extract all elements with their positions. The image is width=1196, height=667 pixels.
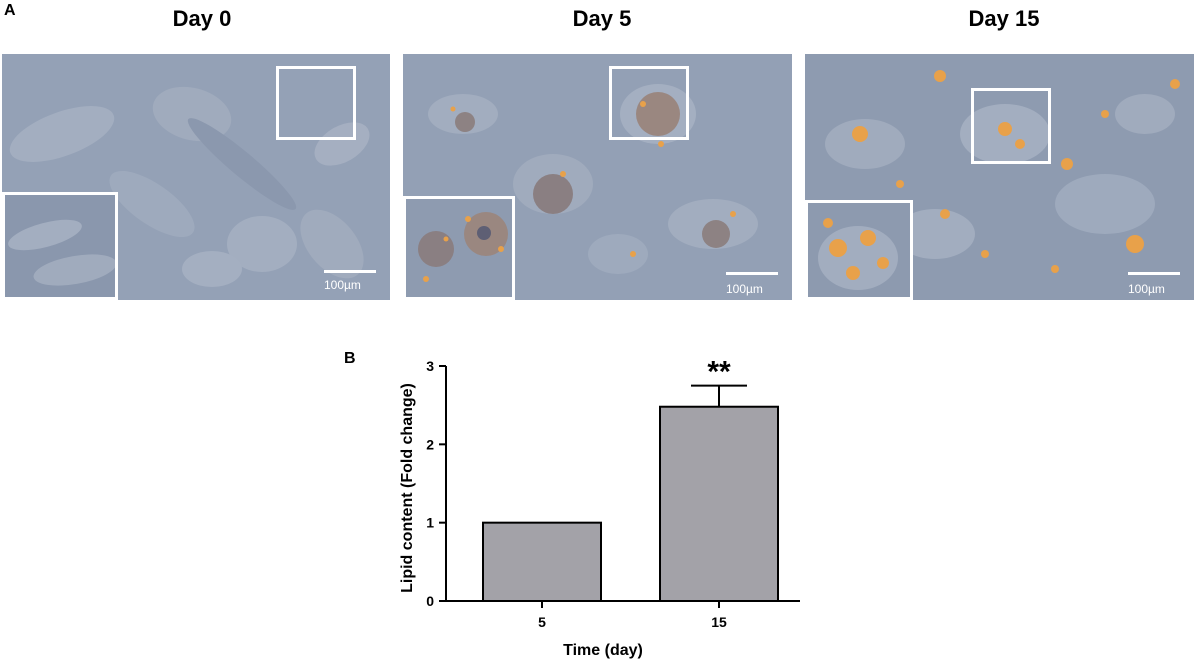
zoom-inset <box>403 196 515 300</box>
scale-bar-label: 100µm <box>1128 282 1165 296</box>
region-of-interest-box <box>276 66 356 140</box>
zoom-inset <box>805 200 913 300</box>
y-tick-label: 3 <box>426 358 434 374</box>
region-of-interest-box <box>971 88 1051 164</box>
y-tick-label: 0 <box>426 593 434 609</box>
micrograph-day15: 100µm <box>805 54 1194 300</box>
x-tick-label: 15 <box>711 614 727 630</box>
micrograph-day0: 100µm <box>2 54 390 300</box>
y-tick-label: 1 <box>426 515 434 531</box>
x-tick-label: 5 <box>538 614 546 630</box>
significance-annotation: ** <box>707 356 731 389</box>
bar <box>482 521 602 603</box>
y-axis-label: Lipid content (Fold change) <box>399 383 416 593</box>
panel-b-label: B <box>344 350 356 367</box>
scale-bar <box>726 272 778 275</box>
lipid-bar-chart: Lipid content (Fold change) Time (day) 0… <box>399 356 800 659</box>
scale-bar-label: 100µm <box>324 278 361 292</box>
panel-a-label: A <box>4 2 16 19</box>
micrograph-title-day15: Day 15 <box>968 6 1040 31</box>
plot-area: 0 1 2 3 5 15 ** <box>426 356 800 630</box>
y-tick-label: 2 <box>426 436 434 452</box>
scale-bar <box>1128 272 1180 275</box>
region-of-interest-box <box>609 66 689 140</box>
bar <box>659 405 779 602</box>
scale-bar <box>324 270 376 273</box>
micrograph-title-day0: Day 0 <box>172 6 232 31</box>
micrograph-day5: 100µm <box>403 54 792 300</box>
micrograph-title-day5: Day 5 <box>572 6 632 31</box>
x-axis-label: Time (day) <box>563 642 643 659</box>
zoom-inset <box>2 192 118 300</box>
scale-bar-label: 100µm <box>726 282 763 296</box>
